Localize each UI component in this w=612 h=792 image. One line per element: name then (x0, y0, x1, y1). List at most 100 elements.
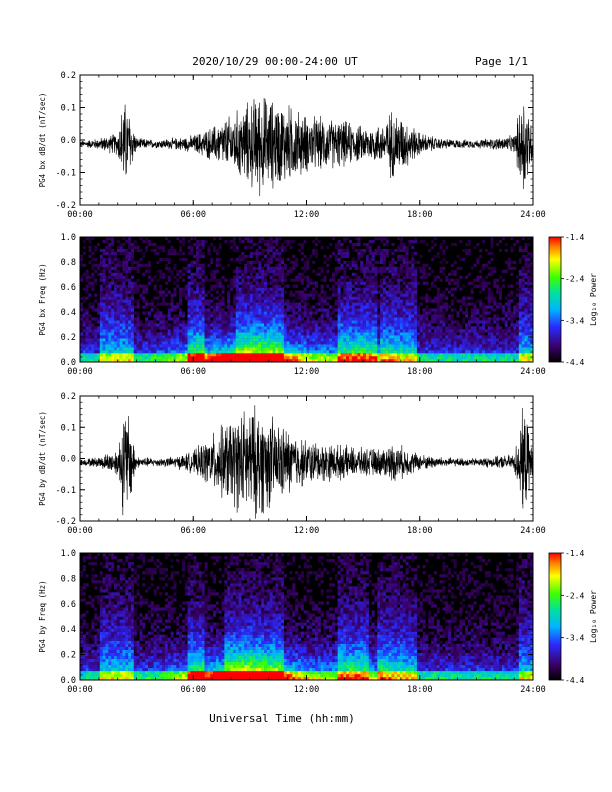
heatmap-cell (493, 350, 497, 354)
heatmap-cell (275, 317, 279, 321)
heatmap-cell (368, 275, 372, 279)
heatmap-cell (431, 356, 435, 360)
heatmap-cell (207, 290, 211, 294)
heatmap-cell (249, 281, 253, 285)
heatmap-cell (213, 338, 217, 342)
heatmap-cell (227, 338, 231, 342)
heatmap-cell (275, 326, 279, 330)
heatmap-cell (422, 329, 426, 333)
heatmap-cell (337, 320, 341, 324)
heatmap-cell (499, 332, 503, 336)
heatmap-cell (343, 341, 347, 345)
heatmap-cell (193, 263, 197, 267)
heatmap-cell (405, 260, 409, 264)
heatmap-cell (329, 311, 333, 315)
heatmap-cell (241, 320, 245, 324)
page-number: Page 1/1 (475, 55, 528, 68)
heatmap-cell (504, 335, 508, 339)
heatmap-cell (382, 269, 386, 273)
heatmap-cell (422, 281, 426, 285)
heatmap-cell (88, 281, 92, 285)
heatmap-cell (518, 332, 522, 336)
heatmap-cell (215, 329, 219, 333)
heatmap-cell (193, 317, 197, 321)
heatmap-cell (422, 263, 426, 267)
heatmap-cell (193, 260, 197, 264)
heatmap-cell (419, 332, 423, 336)
heatmap-cell (91, 323, 95, 327)
heatmap-cell (445, 278, 449, 282)
heatmap-cell (261, 338, 265, 342)
heatmap-cell (108, 329, 112, 333)
heatmap-cell (524, 341, 528, 345)
heatmap-cell (493, 347, 497, 351)
heatmap-cell (119, 335, 123, 339)
heatmap-cell (470, 353, 474, 357)
heatmap-cell (348, 314, 352, 318)
heatmap-cell (479, 347, 483, 351)
heatmap-cell (329, 278, 333, 282)
heatmap-cell (187, 311, 191, 315)
heatmap-cell (431, 347, 435, 351)
heatmap-cell (133, 356, 137, 360)
heatmap-cell (258, 305, 262, 309)
heatmap-cell (422, 332, 426, 336)
heatmap-cell (235, 290, 239, 294)
heatmap-cell (467, 341, 471, 345)
heatmap-cell (442, 251, 446, 256)
heatmap-cell (371, 356, 375, 360)
heatmap-cell (116, 353, 120, 357)
heatmap-cell (170, 272, 174, 276)
heatmap-cell (164, 326, 168, 330)
heatmap-cell (122, 314, 126, 318)
heatmap-cell (295, 275, 299, 279)
heatmap-cell (196, 242, 200, 247)
heatmap-cell (235, 302, 239, 306)
heatmap-cell (343, 278, 347, 282)
heatmap-cell (411, 338, 415, 342)
heatmap-cell (232, 296, 236, 300)
heatmap-cell (96, 341, 101, 345)
heatmap-cell (360, 350, 364, 354)
heatmap-cell (272, 281, 276, 285)
heatmap-cell (266, 287, 270, 291)
heatmap-cell (147, 350, 151, 354)
heatmap-cell (156, 260, 160, 264)
heatmap-cell (258, 296, 262, 300)
heatmap-cell (317, 320, 321, 324)
heatmap-cell (218, 281, 222, 285)
heatmap-cell (496, 359, 500, 363)
heatmap-cell (258, 356, 262, 360)
heatmap-cell (207, 320, 211, 324)
heatmap-cell (394, 332, 398, 336)
heatmap-cell (102, 326, 106, 330)
heatmap-cell (317, 332, 321, 336)
heatmap-cell (105, 293, 109, 297)
heatmap-cell (244, 296, 248, 300)
heatmap-cell (255, 257, 259, 262)
heatmap-cell (108, 260, 112, 264)
heatmap-cell (82, 341, 86, 345)
heatmap-cell (323, 302, 327, 306)
heatmap-cell (269, 350, 273, 354)
heatmap-cell (490, 326, 494, 330)
heatmap-cell (518, 269, 522, 273)
heatmap-cell (272, 239, 276, 244)
heatmap-cell (380, 338, 384, 342)
heatmap-cell (244, 254, 248, 259)
heatmap-cell (235, 257, 239, 262)
heatmap-cell (213, 296, 217, 300)
heatmap-cell (136, 269, 140, 273)
heatmap-cell (179, 350, 183, 354)
heatmap-cell (99, 350, 103, 354)
heatmap-cell (116, 269, 120, 273)
heatmap-cell (85, 278, 89, 282)
heatmap-cell (113, 323, 117, 327)
heatmap-cell (331, 251, 336, 256)
heatmap-cell (314, 281, 319, 285)
heatmap-cell (128, 266, 132, 270)
heatmap-cell (147, 338, 151, 342)
heatmap-cell (388, 341, 392, 345)
heatmap-cell (422, 272, 426, 276)
heatmap-cell (326, 257, 330, 262)
